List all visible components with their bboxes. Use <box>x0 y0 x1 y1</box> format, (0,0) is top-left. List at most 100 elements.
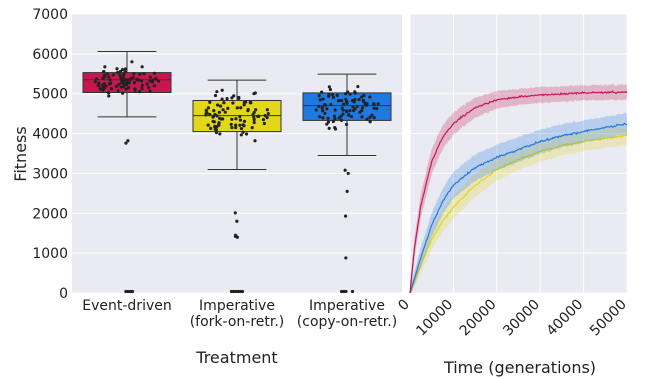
swarm-point <box>248 100 253 104</box>
outlier-point <box>124 141 128 145</box>
outlier-point <box>233 211 237 215</box>
swarm-point <box>250 126 254 130</box>
swarm-point <box>101 83 105 87</box>
swarm-point <box>239 126 244 131</box>
box-group <box>82 50 172 294</box>
swarm-point <box>238 118 243 122</box>
swarm-point <box>230 125 234 130</box>
swarm-point <box>372 102 376 106</box>
swarm-point <box>348 92 352 96</box>
x-tick-label: 50000 <box>587 297 630 340</box>
swarm-point <box>118 73 122 77</box>
swarm-point <box>321 116 325 120</box>
swarm-point <box>238 114 242 119</box>
outlier-point <box>344 256 348 260</box>
swarm-point <box>376 102 380 106</box>
swarm-point <box>137 89 142 94</box>
x-tick-label: 40000 <box>544 297 587 340</box>
swarm-point <box>344 109 348 113</box>
y-tick-label: 6000 <box>32 47 68 63</box>
swarm-point <box>326 116 330 120</box>
swarm-point <box>348 109 352 113</box>
swarm-point <box>320 90 324 94</box>
outlier-point <box>342 289 346 294</box>
swarm-point <box>148 75 152 79</box>
swarm-point <box>122 73 126 77</box>
y-tick-label: 5000 <box>32 87 68 103</box>
outlier-point <box>124 289 128 294</box>
swarm-point <box>104 84 108 88</box>
outlier-point <box>233 234 238 239</box>
swarm-point <box>254 108 258 112</box>
series-line <box>409 112 628 294</box>
swarm-point <box>213 125 217 129</box>
outlier-point <box>240 289 245 294</box>
swarm-point <box>118 69 123 74</box>
swarm-point <box>326 120 331 124</box>
swarm-point <box>328 87 333 92</box>
swarm-point <box>226 106 230 110</box>
swarm-point <box>127 81 131 85</box>
swarm-point <box>102 73 106 78</box>
swarm-point <box>123 67 128 71</box>
swarm-point <box>124 87 128 91</box>
swarm-point <box>256 114 260 118</box>
swarm-point <box>220 97 224 101</box>
swarm-point <box>370 113 374 117</box>
outlier-point <box>344 289 348 294</box>
x-tick-label: (fork-on-retr.) <box>190 314 285 330</box>
swarm-point <box>266 111 270 116</box>
line-panel-series <box>409 83 628 294</box>
swarm-points <box>93 60 161 294</box>
swarm-point <box>318 98 322 102</box>
swarm-point <box>97 81 101 85</box>
outlier-point <box>236 289 240 294</box>
swarm-point <box>353 90 357 94</box>
swarm-point <box>145 82 149 86</box>
swarm-point <box>358 110 362 114</box>
series-line <box>409 125 628 294</box>
mean-line <box>409 122 628 294</box>
swarm-point <box>152 71 157 75</box>
swarm-point <box>237 95 241 100</box>
swarm-point <box>214 130 219 135</box>
y-tick-label: 4000 <box>32 127 68 143</box>
box-panel-y-ticks: 0 1000 2000 3000 4000 5000 6000 7000 <box>32 7 68 302</box>
line-panel-background <box>410 14 627 293</box>
swarm-point <box>204 113 208 117</box>
swarm-point <box>120 79 124 83</box>
swarm-point <box>101 88 105 92</box>
swarm-point <box>244 132 249 136</box>
outlier-point <box>346 171 350 176</box>
swarm-point <box>263 113 267 118</box>
swarm-point <box>211 115 215 119</box>
swarm-point <box>314 108 318 112</box>
swarm-point <box>329 102 333 107</box>
swarm-point <box>234 126 238 130</box>
swarm-point <box>221 117 225 121</box>
swarm-point <box>126 86 131 90</box>
swarm-point <box>265 108 269 112</box>
outlier-point <box>234 289 238 294</box>
swarm-point <box>124 83 129 87</box>
swarm-point <box>355 104 359 108</box>
swarm-point <box>93 80 97 84</box>
swarm-point <box>107 82 112 86</box>
swarm-point <box>218 104 223 108</box>
swarm-point <box>351 105 355 109</box>
swarm-point <box>253 139 257 143</box>
swarm-point <box>333 108 337 112</box>
swarm-points <box>204 88 270 294</box>
swarm-point <box>154 77 158 81</box>
swarm-point <box>357 98 361 102</box>
swarm-point <box>95 77 99 81</box>
swarm-point <box>140 86 144 91</box>
swarm-point <box>204 108 208 112</box>
swarm-point <box>139 79 144 83</box>
swarm-point <box>119 75 123 80</box>
outlier-point <box>339 289 344 294</box>
swarm-point <box>211 119 215 123</box>
swarm-point <box>339 98 344 103</box>
swarm-point <box>215 90 219 94</box>
